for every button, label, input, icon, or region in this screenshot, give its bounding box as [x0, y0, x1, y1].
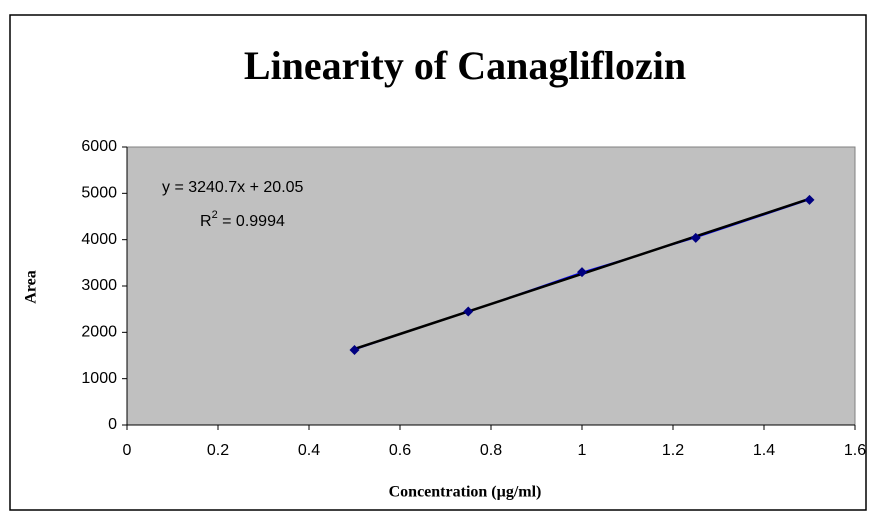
y-tick-label: 4000 — [81, 231, 117, 248]
data-point — [349, 344, 360, 355]
y-tick-label: 2000 — [81, 324, 117, 341]
r-squared-value: = 0.9994 — [218, 213, 285, 230]
x-tick-label: 0.8 — [480, 442, 502, 459]
data-point — [690, 232, 701, 243]
data-point — [463, 306, 474, 317]
r-squared-symbol: R — [200, 213, 212, 230]
data-point — [804, 194, 815, 205]
x-axis-label: Concentration (µg/ml) — [389, 484, 542, 501]
y-tick-label: 1000 — [81, 370, 117, 387]
r-squared-exponent: 2 — [212, 209, 218, 221]
x-tick-label: 0 — [123, 442, 132, 459]
x-tick-label: 0.2 — [207, 442, 229, 459]
x-tick-label: 1.2 — [662, 442, 684, 459]
y-tick-label: 0 — [108, 416, 117, 433]
y-tick-label: 6000 — [81, 138, 117, 155]
x-tick-label: 0.6 — [389, 442, 411, 459]
x-tick-label: 1.6 — [844, 442, 866, 459]
trendline-equation: y = 3240.7x + 20.05 — [162, 179, 304, 196]
x-tick-label: 1.4 — [753, 442, 775, 459]
y-tick-label: 5000 — [81, 185, 117, 202]
r-squared: R2 = 0.9994 — [200, 209, 285, 230]
y-axis-label: Area — [23, 270, 40, 303]
x-tick-label: 0.4 — [298, 442, 320, 459]
y-tick-label: 3000 — [81, 277, 117, 294]
data-point — [577, 267, 587, 278]
chart-title: Linearity of Canagliflozin — [244, 43, 686, 88]
plot-area — [126, 146, 856, 426]
x-tick-label: 1 — [578, 442, 587, 459]
